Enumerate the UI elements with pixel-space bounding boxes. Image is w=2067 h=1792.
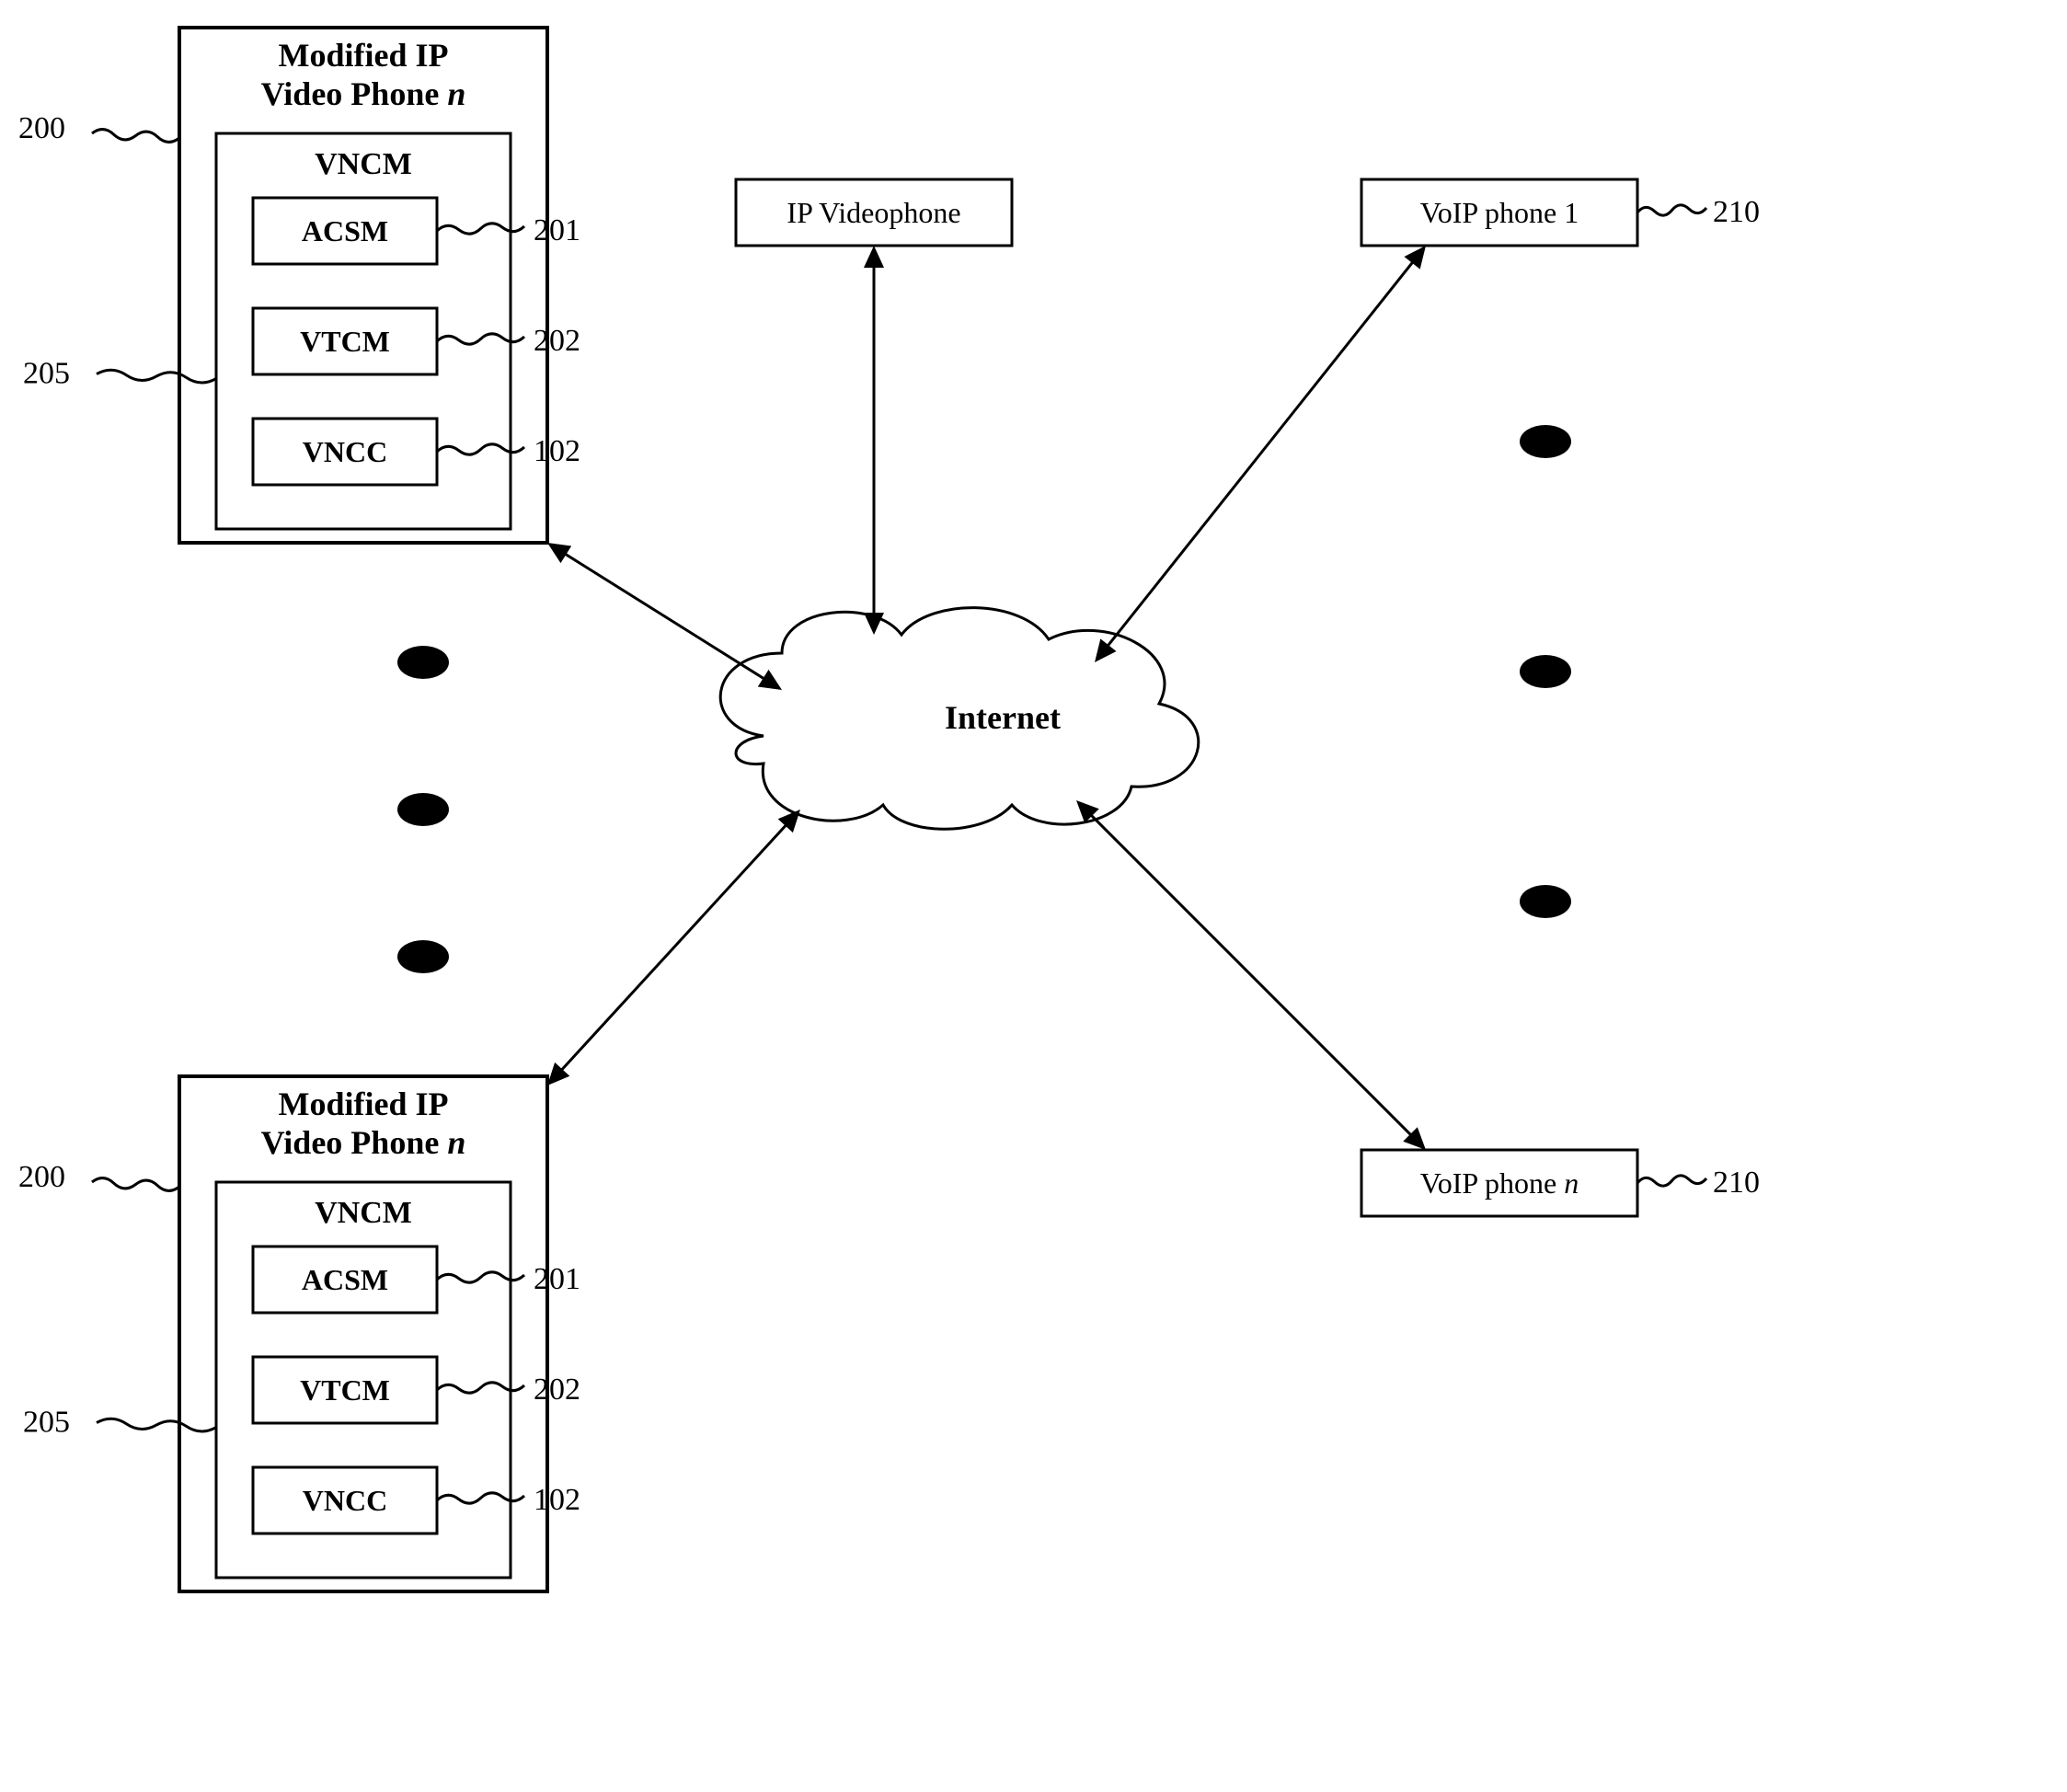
phone2-to-internet <box>550 813 798 1083</box>
phone2-ref-200: 200 <box>18 1160 65 1194</box>
voip1-label: VoIP phone 1 <box>1420 196 1579 229</box>
ellipsis-right-dot <box>1520 885 1571 918</box>
voipN-ref: 210 <box>1713 1166 1760 1200</box>
phone2-sub-vncc-label: VNCC <box>303 1484 387 1517</box>
ip_videophone-label: IP Videophone <box>787 196 960 229</box>
phone1-to-internet <box>551 546 778 688</box>
ellipsis-left-dot <box>397 940 449 973</box>
voip1-to-internet-head <box>1404 246 1426 270</box>
phone1-sub-acsm-ref: 201 <box>534 213 580 247</box>
ellipsis-right-dot <box>1520 425 1571 458</box>
ellipsis-right-dot <box>1520 655 1571 688</box>
ellipsis-left-dot <box>397 793 449 826</box>
phone1-sub-vtcm-ref: 202 <box>534 324 580 358</box>
voipn-to-internet <box>1079 803 1422 1146</box>
phone2-sub-vtcm-label: VTCM <box>300 1373 390 1407</box>
phone2-sub-acsm-label: ACSM <box>302 1263 388 1296</box>
lead-line <box>92 1178 179 1191</box>
phone1-sub-acsm-label: ACSM <box>302 214 388 247</box>
internet-label: Internet <box>945 699 1061 736</box>
voip1-to-internet <box>1097 249 1423 659</box>
phone2-title-l2: Video Phone n <box>261 1124 466 1161</box>
phone2-title-l1: Modified IP <box>279 1086 449 1122</box>
phone2-sub-acsm-ref: 201 <box>534 1262 580 1296</box>
phone1-sub-vncc-label: VNCC <box>303 435 387 468</box>
phone1-ref-205: 205 <box>23 357 70 391</box>
phone1-title-l1: Modified IP <box>279 37 449 74</box>
ellipsis-left-dot <box>397 646 449 679</box>
lead-line <box>92 130 179 143</box>
phone1-sub-vtcm-label: VTCM <box>300 325 390 358</box>
ipvp-to-internet-head <box>864 246 884 268</box>
lead-line <box>1637 1176 1706 1186</box>
phone1-to-internet-head <box>547 543 571 563</box>
lead-line <box>1637 205 1706 215</box>
phone2-vncm-label: VNCM <box>315 1196 412 1230</box>
phone2-sub-vncc-ref: 102 <box>534 1483 580 1517</box>
voipN-label: VoIP phone n <box>1420 1166 1579 1200</box>
phone1-ref-200: 200 <box>18 111 65 145</box>
phone1-sub-vncc-ref: 102 <box>534 434 580 468</box>
phone1-title-l2: Video Phone n <box>261 75 466 112</box>
voip1-ref: 210 <box>1713 195 1760 229</box>
phone1-vncm-label: VNCM <box>315 147 412 181</box>
phone2-ref-205: 205 <box>23 1406 70 1440</box>
phone2-sub-vtcm-ref: 202 <box>534 1373 580 1407</box>
